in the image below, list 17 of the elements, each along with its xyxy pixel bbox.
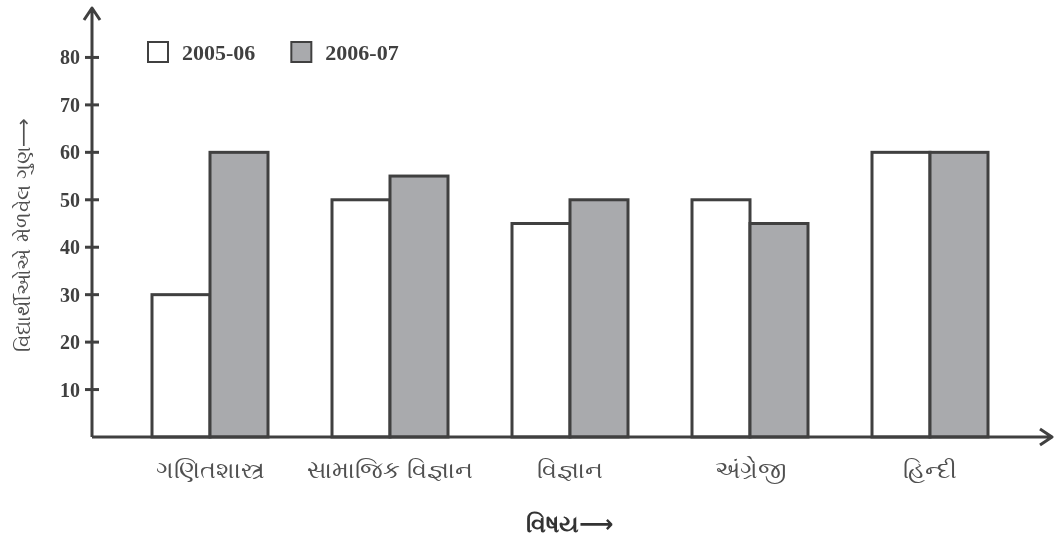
x-axis-title: વિષય⟶ — [526, 510, 614, 538]
y-tick-label: 80 — [60, 46, 80, 69]
x-tick-label: સામાજિક વિજ્ઞાન — [306, 456, 474, 484]
y-tick-label: 30 — [60, 283, 80, 306]
y-tick-label: 20 — [60, 331, 80, 354]
y-axis-title: વિદ્યાર્થીઓએ મેળવેલ ગુણ⟶ — [11, 118, 35, 352]
x-tick-label: અંગ્રેજી — [714, 456, 786, 484]
y-tick-label: 10 — [60, 378, 80, 401]
legend-label: 2005-06 — [182, 40, 256, 65]
y-tick-label: 40 — [60, 236, 80, 259]
x-tick-label: વિજ્ઞાન — [537, 456, 603, 484]
x-tick-label: ગણિતશાસ્ત્ર — [155, 456, 265, 484]
y-tick-label: 60 — [60, 141, 80, 164]
y-tick-label: 50 — [60, 188, 80, 211]
x-tick-label: હિન્દી — [903, 456, 957, 484]
legend-label: 2006-07 — [325, 40, 399, 65]
y-tick-label: 70 — [60, 93, 80, 116]
